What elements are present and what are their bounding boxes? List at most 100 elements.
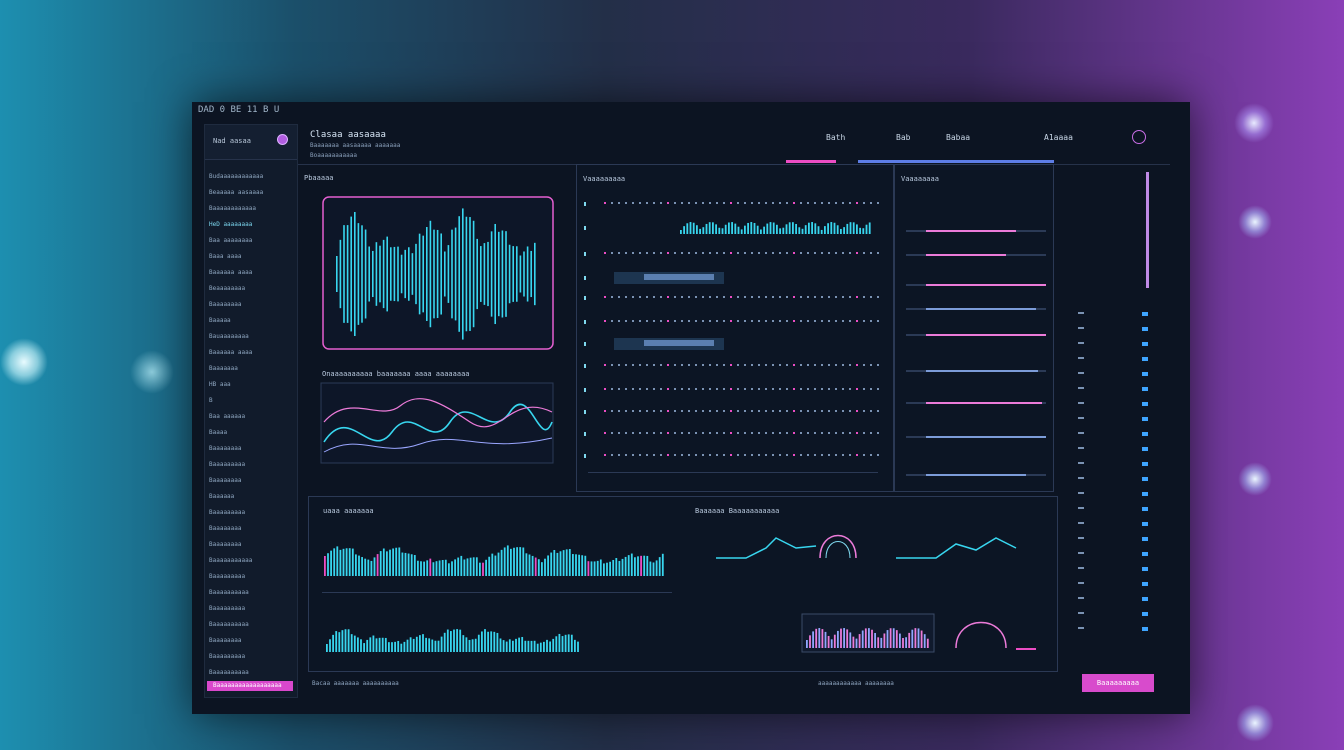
slider-fill[interactable] [926,474,1026,476]
sidebar-item[interactable]: Baaaaaa [209,493,235,500]
dot [765,252,767,254]
sidebar-item[interactable]: Baaaaaaaa [209,525,242,532]
dot [814,252,816,254]
sidebar-item[interactable]: HB aaa [209,381,231,388]
waveform-bar [375,242,378,306]
slider-fill[interactable] [926,254,1006,256]
slider-fill[interactable] [926,402,1042,404]
waveform-bars [336,208,536,340]
sidebar-item[interactable]: Baaaaaaaa [209,637,242,644]
sidebar-item[interactable]: Baaaaaa aaaa [209,349,253,356]
right-bottom-button[interactable]: Baaaaaaaaa [1082,674,1154,692]
dot [814,432,816,434]
dot [821,252,823,254]
dot [674,202,676,204]
sidebar-item[interactable]: Baaaaaaaaaaa [209,557,253,564]
waveform-bar [386,236,388,312]
level-bar [721,228,724,234]
sidebar-item[interactable]: B [209,397,213,404]
spectrum-bar [527,640,530,652]
slider-fill[interactable] [926,308,1036,310]
sidebar-item[interactable]: Baaaaaaaaaa [209,621,249,628]
level-bar [792,222,794,234]
meter-dot [1142,372,1148,376]
sidebar-item[interactable]: Beaaaaa aasaaaa [209,189,264,196]
bottom-bar-charts [322,545,672,652]
waveform-bar [487,241,489,307]
level-bar [862,228,865,234]
spectrum-bar [646,555,649,576]
meter-dots [1078,312,1148,631]
row-marker [584,202,586,206]
mini-bar [902,638,904,648]
dot [681,388,683,390]
spectrum-bar [518,637,520,652]
spectrum-bar [474,638,477,652]
sidebar-item[interactable]: Baaaaaaaaaa [209,669,249,676]
sidebar-item[interactable]: Baaaaaa aaaa [209,269,253,276]
sidebar-item[interactable]: Baaaaaaaaa [209,653,246,660]
dot [870,454,872,456]
mini-bar [833,634,836,648]
spectrum-bar [649,561,652,576]
slider-fill[interactable] [926,370,1038,372]
dot [849,320,851,322]
dot [807,410,809,412]
slider-fill[interactable] [926,436,1046,438]
spectrum-bar [326,644,328,652]
sidebar-item[interactable]: Baaaaaaaa [209,445,242,452]
spectrum-bar [398,547,401,576]
sidebar-item[interactable]: Baaaaaaaa [209,477,242,484]
sidebar-item[interactable]: Baaaaa [209,317,231,324]
slider-fill[interactable] [926,334,1046,336]
sidebar-item[interactable]: Baaaaaaaa [209,541,242,548]
sidebar-item[interactable]: Budaaaaaaaaaaaa [209,173,264,180]
sidebar-item[interactable]: Baaaaaaaaa [209,509,246,516]
spectrum-bar [587,561,590,576]
spectrum-bar [335,631,338,652]
sidebar-item[interactable]: Baaaa [209,429,228,436]
dot [821,454,823,456]
vertical-slider[interactable] [1146,172,1149,288]
dot [660,364,662,366]
slider-fill[interactable] [926,230,1016,232]
sidebar-item[interactable]: Baaaaaaaaaaaa [209,205,256,212]
level-bar [824,226,826,234]
slider-fill[interactable] [926,284,1046,286]
sidebar-item[interactable]: Beaaaaaaaa [209,285,246,292]
dot [618,388,620,390]
sidebar-item[interactable]: Bauaaaaaaaa [209,333,249,340]
settings-icon[interactable] [1132,130,1146,144]
row-marker [584,276,586,280]
spectrum-bar [640,555,642,576]
dot [744,388,746,390]
sidebar-item[interactable]: Baaaaaaaaa [209,573,246,580]
topbar-item-3[interactable]: Babaa [946,133,971,142]
dot [765,364,767,366]
sidebar-item[interactable]: Baaaaaaa [209,365,238,372]
sidebar-item[interactable]: Baa aaaaaa [209,413,246,420]
bottom-caption: Bacaa aaaaaaa aaaaaaaaaa [312,680,399,687]
mini-bar [864,628,867,648]
dot [821,202,823,204]
dot [688,252,690,254]
sidebar-item[interactable]: Baaaaaaaaa [209,461,246,468]
topbar-item-1[interactable]: Bath [826,133,846,142]
tab-indicator-blue [858,160,1054,163]
sidebar-item[interactable]: HeD aaaaaaaa [209,221,253,228]
waveform-bar [368,246,370,302]
sidebar-item[interactable]: Baaaaaaaaaa [209,589,249,596]
mini-bar [914,628,917,648]
sidebar-item[interactable]: Baaa aaaa [209,253,242,260]
spectrum-bar [541,562,543,576]
dot [639,202,641,204]
spectrum-bar [552,638,555,652]
sidebar-item[interactable]: Baaaaaaaaa [209,605,246,612]
profile-icon[interactable] [277,134,288,145]
topbar-item-2[interactable]: Bab [896,133,911,142]
sidebar-item[interactable]: Baaaaaaaa [209,301,242,308]
dot [870,364,872,366]
sidebar-footer-button[interactable]: Baaaaaaaaaaaaaaaaaa [207,681,293,691]
sidebar-item[interactable]: Baa aaaaaaaa [209,237,253,244]
dot [849,252,851,254]
